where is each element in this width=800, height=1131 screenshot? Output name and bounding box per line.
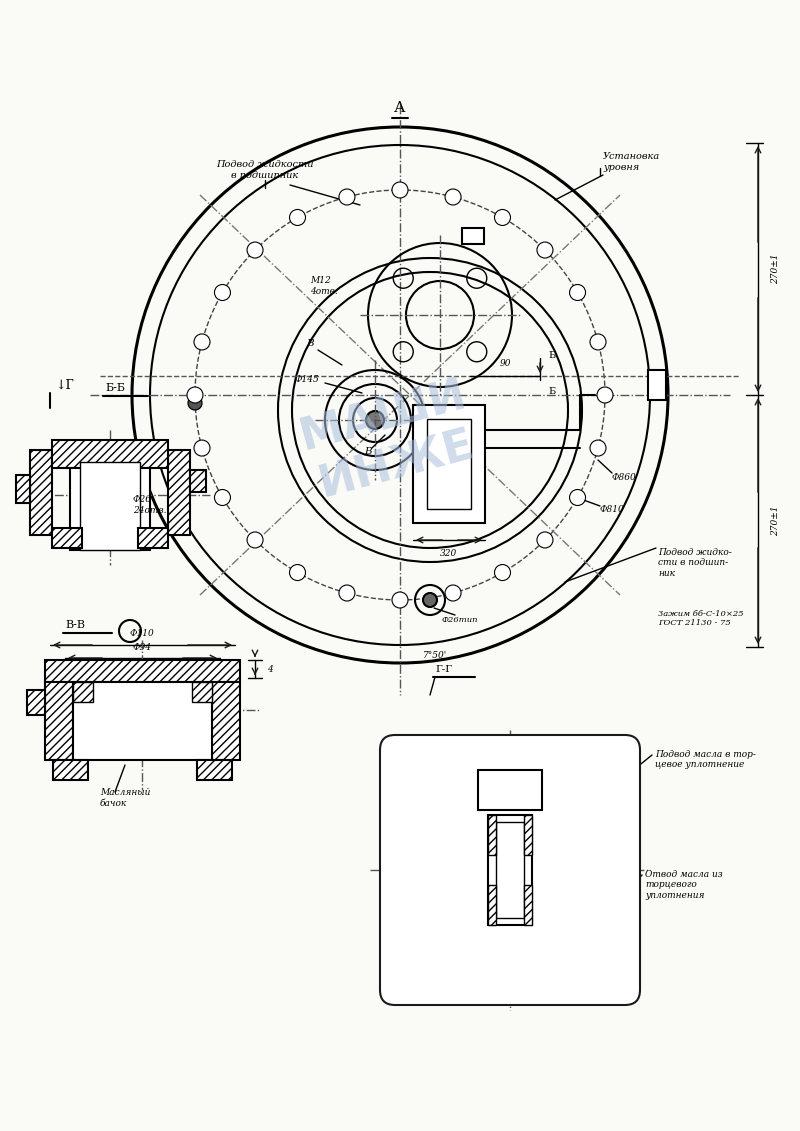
Bar <box>52 528 82 549</box>
Circle shape <box>590 334 606 349</box>
Circle shape <box>537 242 553 258</box>
Bar <box>648 370 666 400</box>
Text: Подвод масла в тор-
цевое уплотнение: Подвод масла в тор- цевое уплотнение <box>655 750 756 769</box>
Circle shape <box>366 411 384 429</box>
Text: В: В <box>306 339 314 348</box>
Circle shape <box>570 490 586 506</box>
Circle shape <box>339 189 355 205</box>
Bar <box>45 661 240 682</box>
Circle shape <box>188 396 202 411</box>
Text: Б: Б <box>548 352 555 361</box>
Bar <box>30 450 52 535</box>
Bar <box>168 450 190 535</box>
Bar <box>53 760 88 780</box>
Text: Установка
уровня: Установка уровня <box>603 153 660 172</box>
Text: Ф110: Ф110 <box>130 630 154 639</box>
Text: МАШИ
ИНЖЕ: МАШИ ИНЖЕ <box>295 373 485 507</box>
Circle shape <box>597 387 613 403</box>
Text: М12
4отв.: М12 4отв. <box>310 276 338 295</box>
Bar <box>413 405 485 523</box>
Circle shape <box>445 585 461 601</box>
Text: Зажим бб-С-10×25
ГОСТ 21130 - 75: Зажим бб-С-10×25 ГОСТ 21130 - 75 <box>658 610 744 628</box>
Bar <box>427 418 471 509</box>
Bar <box>488 815 496 855</box>
Circle shape <box>537 532 553 547</box>
Text: 7°50': 7°50' <box>423 650 447 659</box>
Circle shape <box>247 242 263 258</box>
Bar <box>462 228 484 244</box>
Text: Ф26
24отв.: Ф26 24отв. <box>133 495 166 515</box>
Text: Ф860: Ф860 <box>612 474 637 483</box>
Circle shape <box>570 285 586 301</box>
Text: 4: 4 <box>267 665 273 673</box>
Circle shape <box>392 182 408 198</box>
Circle shape <box>187 387 203 403</box>
Circle shape <box>339 585 355 601</box>
Circle shape <box>194 334 210 349</box>
Text: 90: 90 <box>499 360 510 369</box>
Text: Ф26тип: Ф26тип <box>442 616 478 624</box>
Text: 270±1: 270±1 <box>771 253 781 284</box>
Bar <box>496 822 524 918</box>
Bar <box>190 470 206 492</box>
Text: 320: 320 <box>440 549 458 558</box>
Bar <box>197 760 232 780</box>
Circle shape <box>392 592 408 608</box>
Text: Ф810: Ф810 <box>600 506 625 515</box>
Bar <box>488 815 532 925</box>
Text: Ф94: Ф94 <box>133 642 151 651</box>
Bar <box>478 770 542 810</box>
Circle shape <box>590 440 606 456</box>
Text: Б-Б: Б-Б <box>105 383 125 392</box>
Text: Г-Г: Г-Г <box>435 665 452 674</box>
Bar <box>16 475 30 503</box>
Bar <box>488 884 496 925</box>
Circle shape <box>194 440 210 456</box>
Circle shape <box>494 209 510 225</box>
Text: В-В: В-В <box>65 620 85 630</box>
Circle shape <box>290 564 306 580</box>
Text: Масляный
бачок: Масляный бачок <box>100 788 150 808</box>
Circle shape <box>290 209 306 225</box>
Bar <box>73 682 212 760</box>
Circle shape <box>214 490 230 506</box>
Text: Отвод масла из
торцевого
уплотнения: Отвод масла из торцевого уплотнения <box>645 870 722 900</box>
Bar <box>212 682 240 760</box>
Text: Подвод жидко-
сти в подшип-
ник: Подвод жидко- сти в подшип- ник <box>658 549 732 578</box>
Bar <box>80 461 140 550</box>
Bar <box>73 682 93 702</box>
Text: А: А <box>394 101 406 115</box>
Circle shape <box>423 593 437 607</box>
Circle shape <box>214 285 230 301</box>
Bar <box>192 682 212 702</box>
Text: 270±1: 270±1 <box>771 506 781 536</box>
Bar <box>524 815 532 855</box>
Text: ↓Г: ↓Г <box>55 379 74 391</box>
Circle shape <box>445 189 461 205</box>
Text: Подвод жидкости
в подшипник: Подвод жидкости в подшипник <box>216 161 314 180</box>
Text: Ф145: Ф145 <box>295 375 320 385</box>
Text: В: В <box>364 448 372 457</box>
Circle shape <box>247 532 263 547</box>
FancyBboxPatch shape <box>380 735 640 1005</box>
Circle shape <box>431 791 445 805</box>
Bar <box>70 468 150 550</box>
Bar <box>138 528 168 549</box>
Bar <box>45 682 73 760</box>
Bar <box>524 884 532 925</box>
Text: Б: Б <box>548 388 555 397</box>
Bar <box>27 690 45 715</box>
Bar <box>52 440 168 468</box>
Circle shape <box>494 564 510 580</box>
